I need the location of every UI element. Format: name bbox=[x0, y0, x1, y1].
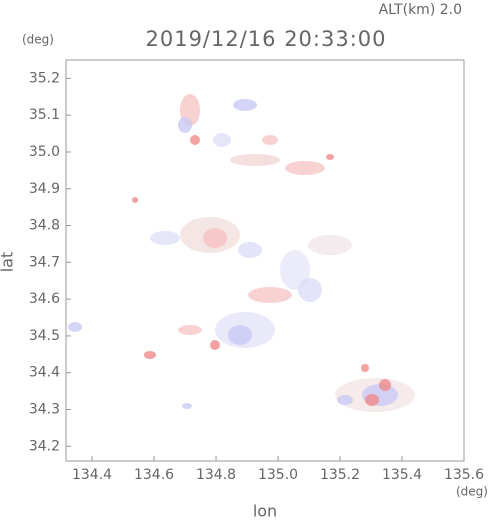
x-axis-title: lon bbox=[253, 502, 277, 521]
y-tick-label: 34.7 bbox=[29, 254, 60, 270]
x-tick-label: 135.6 bbox=[444, 467, 484, 483]
x-tick-label: 135.2 bbox=[320, 467, 360, 483]
y-axis-title: lat bbox=[0, 252, 17, 273]
y-tick-label: 34.2 bbox=[29, 438, 60, 454]
x-tick-label: 134.6 bbox=[134, 467, 174, 483]
x-tick-label: 135.0 bbox=[258, 467, 298, 483]
echo-field bbox=[68, 94, 415, 412]
y-tick-label: 34.4 bbox=[29, 365, 60, 381]
x-unit: (deg) bbox=[456, 485, 488, 499]
y-tick-label: 35.1 bbox=[29, 107, 60, 123]
y-tick-label: 34.5 bbox=[29, 328, 60, 344]
y-tick-label: 34.6 bbox=[29, 291, 60, 307]
altitude-label: ALT(km) 2.0 bbox=[379, 2, 462, 18]
x-tick-label: 134.4 bbox=[72, 467, 112, 483]
y-tick-label: 35.2 bbox=[29, 70, 60, 86]
y-unit: (deg) bbox=[22, 33, 54, 47]
x-tick-label: 135.4 bbox=[382, 467, 422, 483]
y-tick-label: 34.8 bbox=[29, 218, 60, 234]
chart-title: 2019/12/16 20:33:00 bbox=[145, 27, 386, 51]
y-tick-label: 34.3 bbox=[29, 401, 60, 417]
y-tick-label: 34.9 bbox=[29, 181, 60, 197]
x-tick-label: 134.8 bbox=[196, 467, 236, 483]
y-tick-label: 35.0 bbox=[29, 144, 60, 160]
plot-frame bbox=[65, 59, 465, 462]
